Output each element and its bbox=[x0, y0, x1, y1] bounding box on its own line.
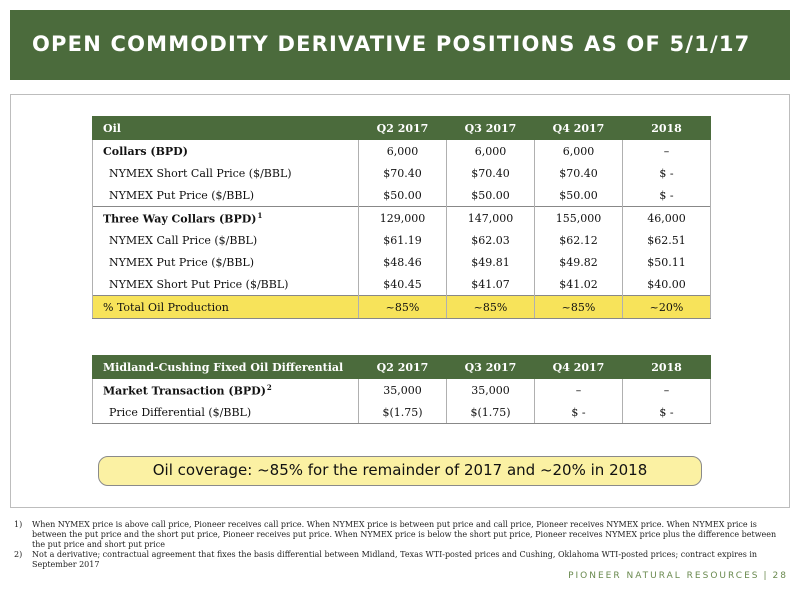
page-number: 28 bbox=[772, 571, 788, 581]
table-cell: $50.00 bbox=[358, 184, 447, 207]
table-cell: $70.40 bbox=[534, 162, 623, 184]
table-row: Price Differential ($/BBL) $(1.75) $(1.7… bbox=[92, 401, 711, 424]
row-label: NYMEX Short Call Price ($/BBL) bbox=[92, 162, 359, 184]
table-cell: 35,000 bbox=[358, 378, 447, 401]
table-header-row: Oil Q2 2017 Q3 2017 Q4 2017 2018 bbox=[92, 116, 711, 140]
footnote-marker: 1 bbox=[257, 210, 263, 220]
row-label: NYMEX Call Price ($/BBL) bbox=[92, 229, 359, 251]
row-label: NYMEX Short Put Price ($/BBL) bbox=[92, 273, 359, 296]
table-row: NYMEX Short Call Price ($/BBL) $70.40 $7… bbox=[92, 162, 711, 184]
table-cell: $(1.75) bbox=[446, 401, 535, 424]
table-row: NYMEX Short Put Price ($/BBL) $40.45 $41… bbox=[92, 273, 711, 296]
table-row: NYMEX Call Price ($/BBL) $61.19 $62.03 $… bbox=[92, 229, 711, 251]
header-bar: OPEN COMMODITY DERIVATIVE POSITIONS AS O… bbox=[10, 10, 790, 80]
table-cell: $62.03 bbox=[446, 229, 535, 251]
table-row: Market Transaction (BPD)2 35,000 35,000 … bbox=[92, 378, 711, 401]
page-title: OPEN COMMODITY DERIVATIVE POSITIONS AS O… bbox=[32, 32, 751, 56]
row-label: Three Way Collars (BPD)1 bbox=[92, 206, 359, 229]
company-name: PIONEER NATURAL RESOURCES bbox=[568, 571, 760, 581]
differential-table: Midland-Cushing Fixed Oil Differential Q… bbox=[92, 355, 711, 424]
table-cell: ~85% bbox=[534, 295, 623, 319]
table-cell: $62.12 bbox=[534, 229, 623, 251]
column-header: Oil bbox=[92, 116, 359, 140]
column-header: Q3 2017 bbox=[446, 116, 535, 140]
table-cell: $49.82 bbox=[534, 251, 623, 273]
table-cell: $ - bbox=[622, 162, 711, 184]
footer-separator: | bbox=[763, 571, 769, 581]
row-label: Collars (BPD) bbox=[92, 139, 359, 162]
table-cell: $ - bbox=[622, 401, 711, 424]
column-header: Q4 2017 bbox=[534, 116, 623, 140]
table-cell: – bbox=[622, 139, 711, 162]
footnote: 2) Not a derivative; contractual agreeme… bbox=[14, 550, 784, 570]
footnote-number: 2) bbox=[14, 550, 23, 559]
footer-brand: PIONEER NATURAL RESOURCES | 28 bbox=[568, 571, 788, 581]
total-production-row: % Total Oil Production ~85% ~85% ~85% ~2… bbox=[92, 295, 711, 319]
table-cell: $50.00 bbox=[446, 184, 535, 207]
table-cell: $50.00 bbox=[534, 184, 623, 207]
table-cell: $40.45 bbox=[358, 273, 447, 296]
table-cell: 46,000 bbox=[622, 206, 711, 229]
oil-positions-table: Oil Q2 2017 Q3 2017 Q4 2017 2018 Collars… bbox=[92, 116, 711, 319]
table-cell: $41.02 bbox=[534, 273, 623, 296]
table-header-row: Midland-Cushing Fixed Oil Differential Q… bbox=[92, 355, 711, 379]
column-header: 2018 bbox=[622, 116, 711, 140]
table-cell: $50.11 bbox=[622, 251, 711, 273]
row-label-text: Market Transaction (BPD) bbox=[103, 384, 266, 398]
row-label: Price Differential ($/BBL) bbox=[92, 401, 359, 424]
table-cell: $40.00 bbox=[622, 273, 711, 296]
row-label: Market Transaction (BPD)2 bbox=[92, 378, 359, 401]
content-frame bbox=[10, 94, 790, 508]
table-cell: 129,000 bbox=[358, 206, 447, 229]
table-cell: $49.81 bbox=[446, 251, 535, 273]
column-header: 2018 bbox=[622, 355, 711, 379]
table-cell: 35,000 bbox=[446, 378, 535, 401]
table-cell: $41.07 bbox=[446, 273, 535, 296]
row-label: % Total Oil Production bbox=[92, 295, 359, 319]
table-cell: $70.40 bbox=[446, 162, 535, 184]
footnote-marker: 2 bbox=[266, 382, 272, 392]
table-cell: $(1.75) bbox=[358, 401, 447, 424]
table-cell: ~85% bbox=[358, 295, 447, 319]
table-cell: ~20% bbox=[622, 295, 711, 319]
table-cell: $62.51 bbox=[622, 229, 711, 251]
column-header: Midland-Cushing Fixed Oil Differential bbox=[92, 355, 359, 379]
table-cell: $48.46 bbox=[358, 251, 447, 273]
table-cell: 155,000 bbox=[534, 206, 623, 229]
column-header: Q3 2017 bbox=[446, 355, 535, 379]
column-header: Q4 2017 bbox=[534, 355, 623, 379]
footnote-text: When NYMEX price is above call price, Pi… bbox=[32, 520, 777, 549]
table-row: Three Way Collars (BPD)1 129,000 147,000… bbox=[92, 206, 711, 229]
row-label: NYMEX Put Price ($/BBL) bbox=[92, 184, 359, 207]
table-cell: ~85% bbox=[446, 295, 535, 319]
table-cell: 6,000 bbox=[446, 139, 535, 162]
table-cell: – bbox=[534, 378, 623, 401]
table-cell: $ - bbox=[622, 184, 711, 207]
footnotes: 1) When NYMEX price is above call price,… bbox=[14, 520, 784, 570]
row-label: NYMEX Put Price ($/BBL) bbox=[92, 251, 359, 273]
table-row: NYMEX Put Price ($/BBL) $50.00 $50.00 $5… bbox=[92, 184, 711, 207]
column-header: Q2 2017 bbox=[358, 116, 447, 140]
table-cell: 6,000 bbox=[534, 139, 623, 162]
table-cell: 6,000 bbox=[358, 139, 447, 162]
oil-coverage-callout: Oil coverage: ~85% for the remainder of … bbox=[98, 456, 702, 486]
table-row: NYMEX Put Price ($/BBL) $48.46 $49.81 $4… bbox=[92, 251, 711, 273]
table-cell: $ - bbox=[534, 401, 623, 424]
footnote-number: 1) bbox=[14, 520, 23, 529]
footnote: 1) When NYMEX price is above call price,… bbox=[14, 520, 784, 550]
row-label-text: Three Way Collars (BPD) bbox=[103, 212, 257, 226]
table-cell: 147,000 bbox=[446, 206, 535, 229]
footnote-text: Not a derivative; contractual agreement … bbox=[32, 550, 758, 569]
table-cell: $61.19 bbox=[358, 229, 447, 251]
column-header: Q2 2017 bbox=[358, 355, 447, 379]
table-row: Collars (BPD) 6,000 6,000 6,000 – bbox=[92, 139, 711, 162]
table-cell: $70.40 bbox=[358, 162, 447, 184]
table-cell: – bbox=[622, 378, 711, 401]
